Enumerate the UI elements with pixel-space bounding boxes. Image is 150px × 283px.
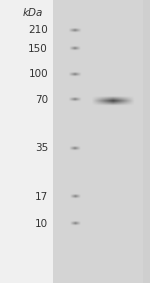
Text: 17: 17	[35, 192, 48, 202]
Text: 150: 150	[28, 44, 48, 54]
Bar	[142, 0, 150, 283]
Text: 70: 70	[35, 95, 48, 105]
Text: 10: 10	[35, 218, 48, 229]
Text: 210: 210	[28, 25, 48, 35]
Text: 35: 35	[35, 143, 48, 153]
Text: kDa: kDa	[23, 8, 43, 18]
Bar	[52, 0, 150, 283]
Text: 100: 100	[28, 69, 48, 79]
